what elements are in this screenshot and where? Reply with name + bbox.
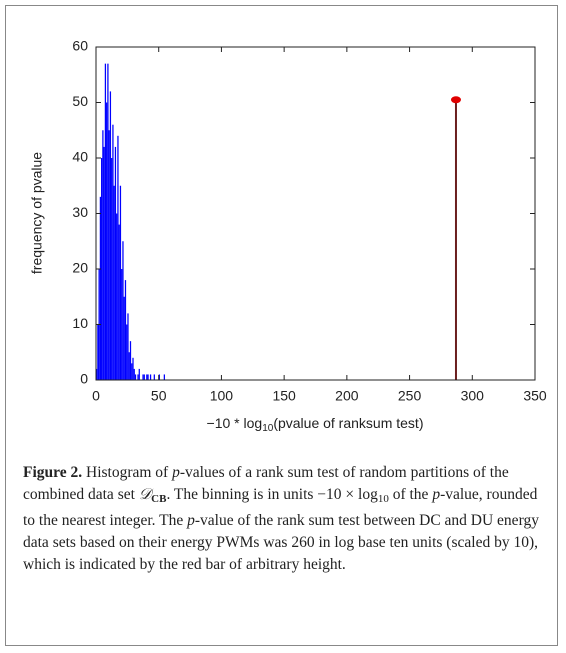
x-tick-label: 100 bbox=[210, 388, 234, 404]
histogram-bar bbox=[142, 374, 144, 380]
histogram-bar bbox=[147, 374, 149, 380]
x-tick-label: 250 bbox=[398, 388, 422, 404]
caption: Figure 2. Histogram of p-values of a ran… bbox=[23, 462, 541, 576]
caption-run: 𝒟 bbox=[138, 486, 152, 503]
histogram-bar bbox=[101, 158, 103, 380]
histogram-bar bbox=[102, 130, 104, 380]
histogram-bar bbox=[114, 146, 117, 380]
caption-run: p bbox=[432, 486, 441, 503]
caption-run: 10 bbox=[377, 493, 389, 505]
histogram-bar bbox=[128, 352, 130, 380]
histogram-bar bbox=[107, 63, 109, 381]
axes-box bbox=[95, 46, 536, 381]
chart: −10 * log10(pvalue of ranksum test) freq… bbox=[29, 38, 547, 434]
y-tick-label: 40 bbox=[72, 149, 88, 165]
histogram-bar bbox=[138, 368, 140, 380]
figure-frame bbox=[5, 5, 558, 646]
histogram-bar bbox=[124, 280, 127, 380]
histogram-bar bbox=[109, 91, 112, 381]
y-tick-label: 60 bbox=[72, 38, 88, 54]
histogram-bar bbox=[104, 63, 107, 381]
histogram-bar bbox=[108, 130, 110, 380]
histogram-bar bbox=[132, 357, 134, 380]
caption-run: Histogram of bbox=[82, 464, 173, 481]
histogram-bar bbox=[103, 146, 105, 380]
histogram-bar bbox=[133, 368, 135, 380]
histogram-bar bbox=[119, 185, 122, 380]
y-tick-label: 10 bbox=[72, 315, 88, 331]
y-tick-label: 30 bbox=[72, 204, 88, 220]
x-tick-label: 50 bbox=[151, 388, 167, 404]
histogram-bar bbox=[149, 374, 152, 380]
x-label-part: (pvalue of ranksum test) bbox=[273, 415, 423, 431]
histogram-bar bbox=[122, 241, 124, 380]
caption-run: CB bbox=[151, 493, 167, 505]
y-axis-label: frequency of pvalue bbox=[29, 152, 45, 274]
histogram-bar bbox=[116, 213, 118, 380]
histogram-bar bbox=[146, 374, 148, 380]
histogram-bar bbox=[126, 324, 128, 380]
histogram-bar bbox=[112, 124, 114, 380]
histogram-bar bbox=[131, 363, 133, 380]
y-tick-label: 50 bbox=[72, 93, 88, 109]
histogram-bar bbox=[123, 296, 125, 380]
histogram-bar bbox=[113, 185, 115, 380]
x-tick-label: 150 bbox=[272, 388, 296, 404]
caption-run: -value, rounded to the nearest integer. … bbox=[23, 486, 538, 529]
caption-run: of the bbox=[388, 486, 433, 503]
caption-run: -values of a rank sum test of random par… bbox=[23, 464, 509, 503]
caption-run: -value of the rank sum test between DC a… bbox=[23, 512, 539, 573]
histogram-bar bbox=[153, 374, 155, 380]
histogram-bar bbox=[163, 374, 165, 380]
histogram-bar bbox=[99, 196, 102, 380]
x-axis-label: −10 * log10(pvalue of ranksum test) bbox=[207, 415, 424, 434]
histogram-bar bbox=[121, 269, 123, 380]
x-tick-label: 200 bbox=[335, 388, 359, 404]
histogram-bar bbox=[127, 313, 129, 380]
histogram-bar bbox=[106, 102, 108, 380]
x-tick-label: 0 bbox=[92, 388, 100, 404]
histogram-bar bbox=[143, 374, 145, 380]
caption-run: p bbox=[187, 512, 195, 529]
caption-run: . The binning is in units −10 × log bbox=[166, 486, 378, 503]
y-tick-label: 0 bbox=[80, 371, 88, 387]
marker-point bbox=[450, 96, 461, 104]
histogram-bar bbox=[111, 158, 113, 380]
histogram-bar bbox=[118, 224, 120, 380]
histogram-bar bbox=[129, 341, 132, 380]
histogram-bar bbox=[96, 368, 98, 380]
histogram-bar bbox=[117, 135, 119, 380]
histogram-bar bbox=[134, 374, 137, 380]
y-tick-label: 20 bbox=[72, 260, 88, 276]
x-tick-label: 300 bbox=[461, 388, 485, 404]
histogram-bar bbox=[158, 374, 160, 380]
histogram-bar bbox=[137, 374, 139, 380]
x-label-part: −10 * log bbox=[207, 415, 263, 431]
x-label-subscript: 10 bbox=[262, 423, 274, 434]
caption-run: Figure 2. bbox=[23, 464, 83, 481]
histogram-bar bbox=[97, 324, 99, 380]
caption-run: p bbox=[172, 464, 180, 481]
x-tick-label: 350 bbox=[523, 388, 547, 404]
